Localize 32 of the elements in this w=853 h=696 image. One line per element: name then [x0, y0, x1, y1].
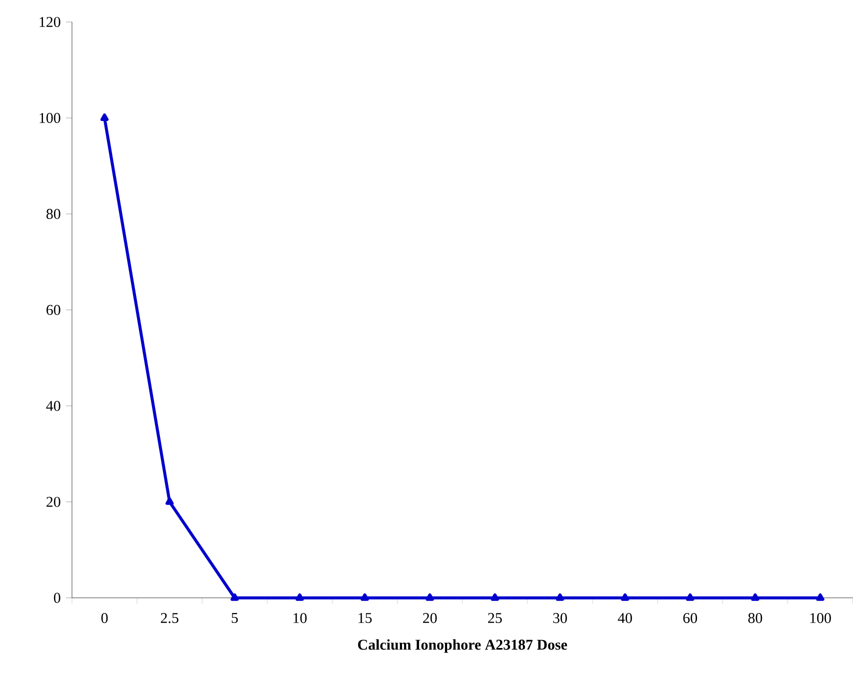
y-tick-label: 80 — [46, 208, 60, 220]
point — [166, 497, 174, 505]
point — [556, 593, 564, 601]
x-tick-label: 2.5 — [160, 613, 178, 624]
x-tick-label: 20 — [423, 613, 437, 624]
y-tick-label: 20 — [46, 496, 60, 507]
y-tick-label: 100 — [40, 113, 60, 124]
y-tick-label: 120 — [40, 17, 60, 28]
x-tick-label: 0 — [101, 613, 108, 624]
point — [360, 593, 369, 601]
x-tick-label: 10 — [294, 613, 307, 624]
x-tick-label: 100 — [810, 613, 831, 624]
point — [751, 593, 760, 601]
y-tick-label: 0 — [54, 592, 60, 603]
y-tick-label: 60 — [46, 304, 60, 316]
point — [296, 593, 304, 601]
point — [620, 593, 630, 601]
point — [490, 593, 500, 601]
x-tick-label: 60 — [683, 613, 698, 624]
x-tick-label: 40 — [618, 613, 632, 624]
x-tick-label: 15 — [358, 613, 372, 624]
point — [816, 593, 824, 601]
y-tick-label: 40 — [46, 400, 60, 412]
point — [100, 114, 109, 122]
x-tick-label: 30 — [553, 613, 567, 624]
x-tick-label: 80 — [748, 613, 762, 624]
x-tick-label: 5 — [232, 613, 238, 623]
x-tick-label: 25 — [488, 613, 502, 624]
point — [426, 593, 434, 601]
point — [686, 593, 694, 601]
point — [230, 593, 239, 601]
x-axis-title: Calcium Ionophore A23187 Dose — [358, 639, 568, 653]
